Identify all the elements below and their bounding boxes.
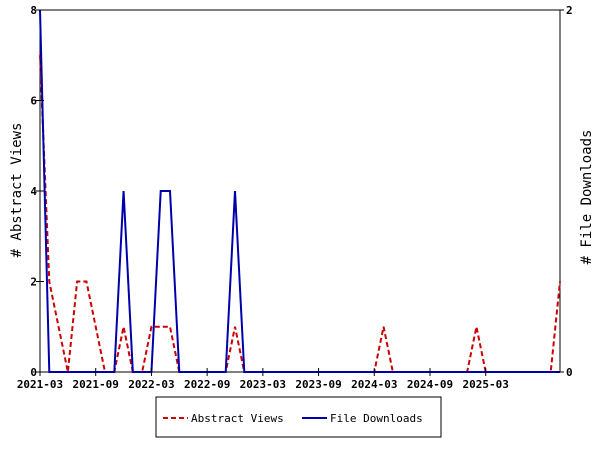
- legend-label-file-downloads: File Downloads: [330, 412, 423, 425]
- legend: Abstract Views File Downloads: [155, 396, 442, 438]
- plot-frame: [39, 9, 561, 373]
- x-tick-label: 2024-09: [407, 378, 453, 391]
- left-tick-label: 4: [30, 185, 37, 198]
- axes-layer: 0 2 4 6 8 0 2 2021-03 2021-09 2022-03 2022-09 2023-…: [17, 4, 573, 391]
- left-tick-label: 2: [30, 276, 37, 289]
- plot-area: [39, 9, 561, 373]
- series-layer: [39, 9, 561, 373]
- x-tick-label: 2021-09: [73, 378, 119, 391]
- x-tick-label: 2023-09: [295, 378, 341, 391]
- legend-label-abstract-views: Abstract Views: [191, 412, 284, 425]
- left-tick-label: 8: [30, 4, 37, 17]
- series-line-file-downloads: [39, 9, 560, 373]
- x-tick-label: 2021-03: [17, 378, 63, 391]
- x-tick-label: 2024-03: [351, 378, 397, 391]
- x-tick-label: 2022-09: [184, 378, 230, 391]
- right-axis-title: # File Downloads: [579, 130, 595, 265]
- left-axis-title: # Abstract Views: [9, 123, 25, 258]
- x-tick-label: 2025-03: [463, 378, 509, 391]
- left-tick-label: 6: [30, 95, 37, 108]
- right-tick-label: 2: [566, 4, 573, 17]
- left-tick-label: 0: [30, 366, 37, 379]
- x-tick-label: 2023-03: [240, 378, 286, 391]
- x-tick-label: 2022-03: [128, 378, 174, 391]
- right-tick-label: 0: [566, 366, 573, 379]
- legend-box: [155, 396, 442, 438]
